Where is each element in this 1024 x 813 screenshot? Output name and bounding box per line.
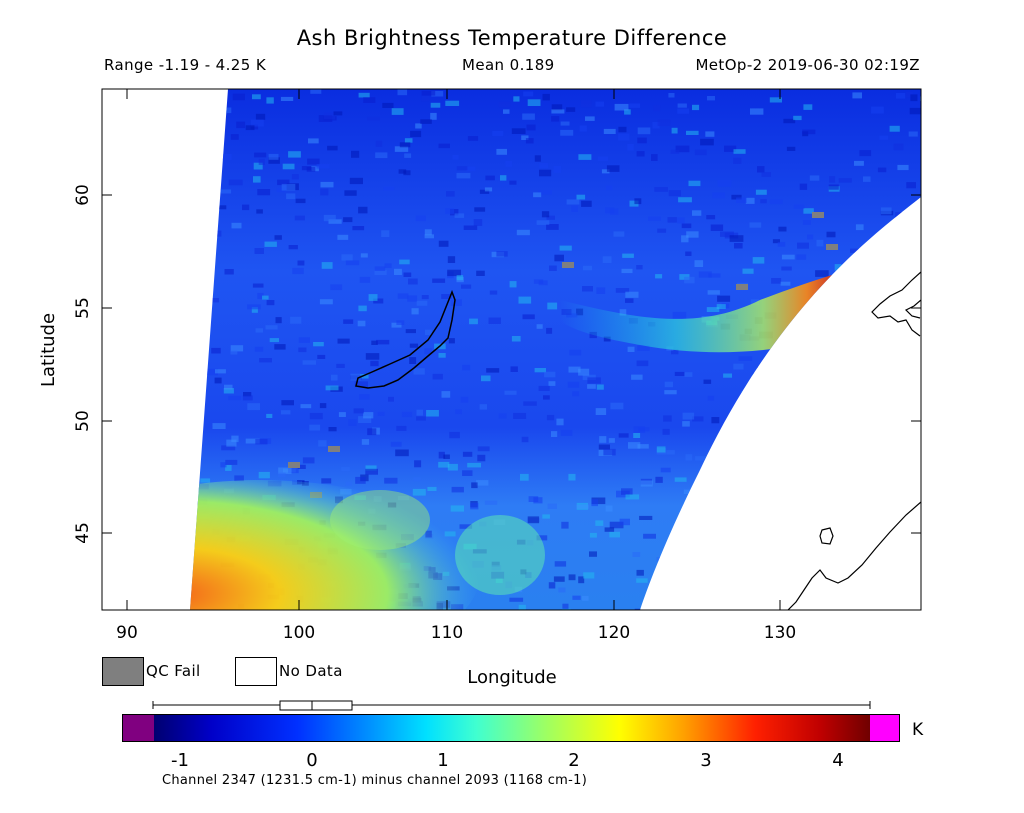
cb-tick-3: 3 bbox=[700, 750, 712, 771]
cb-tick-4: 4 bbox=[832, 750, 844, 771]
colorbar-unit: K bbox=[912, 720, 924, 740]
colorbar-over bbox=[870, 715, 899, 741]
coastline-east bbox=[871, 271, 921, 337]
x-tick-120: 120 bbox=[598, 623, 630, 643]
coastline-southeast bbox=[787, 501, 921, 610]
qc-fail-label: QC Fail bbox=[146, 662, 201, 680]
colorbar-under bbox=[123, 715, 154, 741]
cb-tick-2: 2 bbox=[568, 750, 580, 771]
colorbar-caption: Channel 2347 (1231.5 cm-1) minus channel… bbox=[162, 773, 588, 788]
data-swath bbox=[190, 89, 921, 610]
cb-tick-1: 1 bbox=[437, 750, 449, 771]
plot-frame bbox=[101, 88, 922, 611]
island-outline bbox=[819, 527, 834, 545]
x-tick-110: 110 bbox=[431, 623, 463, 643]
cb-tick-0: 0 bbox=[306, 750, 318, 771]
y-tick-55: 55 bbox=[73, 297, 93, 319]
range-readout: Range -1.19 - 4.25 K bbox=[104, 56, 267, 74]
ash-plume-band bbox=[560, 270, 850, 353]
y-tick-60: 60 bbox=[73, 184, 93, 206]
axis-ticks bbox=[102, 89, 921, 610]
no-data-label: No Data bbox=[279, 662, 343, 680]
warm-region-southwest bbox=[190, 480, 480, 610]
y-tick-45: 45 bbox=[73, 522, 93, 544]
colorbar-boxplot bbox=[152, 700, 871, 711]
mean-readout: Mean 0.189 bbox=[462, 56, 555, 74]
x-tick-130: 130 bbox=[764, 623, 796, 643]
cb-tick-neg1: -1 bbox=[171, 750, 189, 771]
xlabel: Longitude bbox=[467, 667, 557, 688]
ylabel: Latitude bbox=[38, 313, 59, 387]
chart-title: Ash Brightness Temperature Difference bbox=[296, 26, 728, 50]
satellite-timestamp: MetOp-2 2019-06-30 02:19Z bbox=[695, 56, 920, 74]
x-tick-100: 100 bbox=[283, 623, 315, 643]
colorbar bbox=[122, 714, 900, 742]
lake-baikal-outline bbox=[355, 289, 456, 389]
qc-fail-swatch bbox=[102, 657, 144, 686]
y-tick-50: 50 bbox=[73, 410, 93, 432]
no-data-swatch bbox=[235, 657, 277, 686]
colorbar-gradient bbox=[154, 715, 870, 741]
x-tick-90: 90 bbox=[116, 623, 138, 643]
